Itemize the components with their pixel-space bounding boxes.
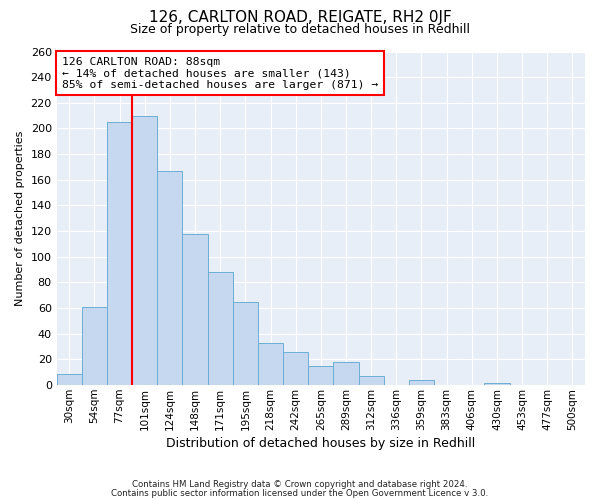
Text: Size of property relative to detached houses in Redhill: Size of property relative to detached ho… bbox=[130, 22, 470, 36]
Bar bbox=[484, 382, 509, 385]
Bar bbox=[233, 302, 258, 385]
Bar bbox=[56, 374, 82, 385]
X-axis label: Distribution of detached houses by size in Redhill: Distribution of detached houses by size … bbox=[166, 437, 475, 450]
Text: 126, CARLTON ROAD, REIGATE, RH2 0JF: 126, CARLTON ROAD, REIGATE, RH2 0JF bbox=[149, 10, 451, 25]
Bar bbox=[283, 352, 308, 385]
Text: Contains public sector information licensed under the Open Government Licence v : Contains public sector information licen… bbox=[112, 490, 488, 498]
Bar bbox=[308, 366, 334, 385]
Bar bbox=[334, 362, 359, 385]
Y-axis label: Number of detached properties: Number of detached properties bbox=[15, 130, 25, 306]
Bar bbox=[132, 116, 157, 385]
Bar bbox=[82, 307, 107, 385]
Bar bbox=[258, 343, 283, 385]
Text: 126 CARLTON ROAD: 88sqm
← 14% of detached houses are smaller (143)
85% of semi-d: 126 CARLTON ROAD: 88sqm ← 14% of detache… bbox=[62, 56, 378, 90]
Bar bbox=[107, 122, 132, 385]
Bar bbox=[182, 234, 208, 385]
Text: Contains HM Land Registry data © Crown copyright and database right 2024.: Contains HM Land Registry data © Crown c… bbox=[132, 480, 468, 489]
Bar bbox=[359, 376, 384, 385]
Bar bbox=[157, 171, 182, 385]
Bar bbox=[409, 380, 434, 385]
Bar bbox=[208, 272, 233, 385]
